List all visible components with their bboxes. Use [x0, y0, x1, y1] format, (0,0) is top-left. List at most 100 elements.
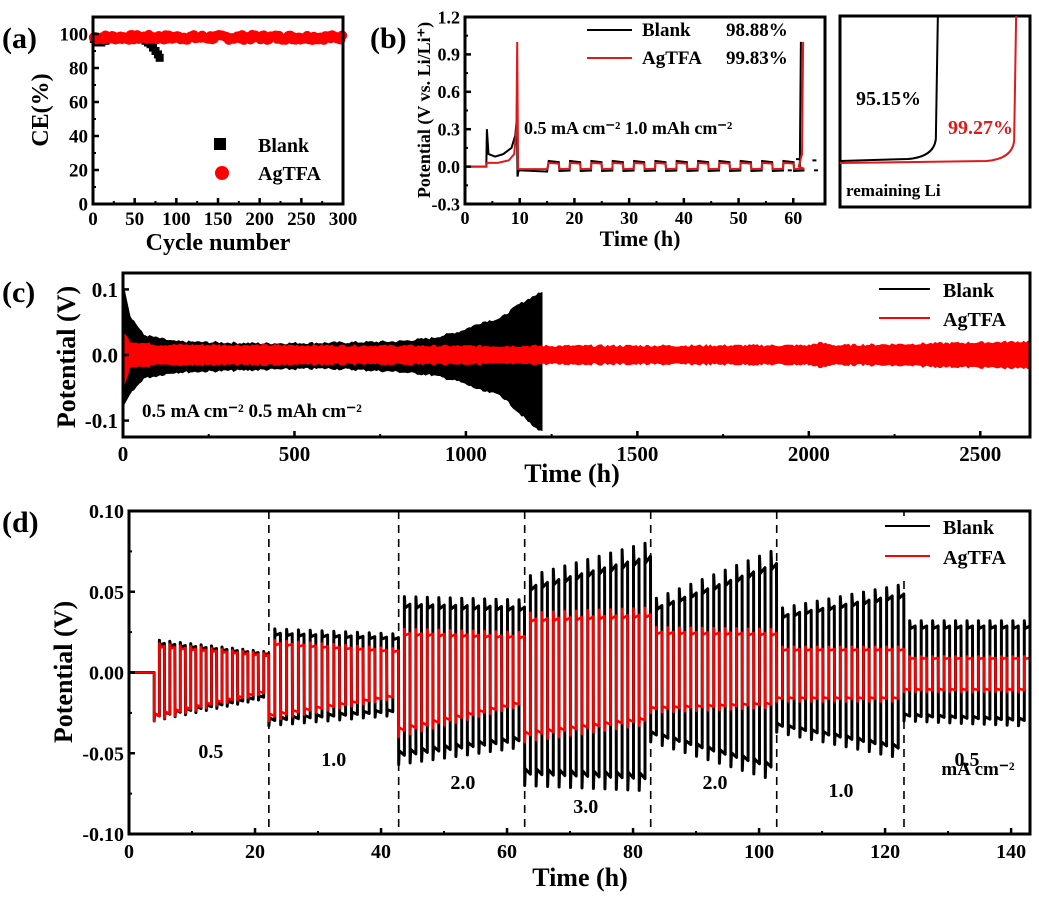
- legend-label-blank: Blank: [943, 517, 995, 539]
- y-tick-label: 1.2: [438, 7, 461, 27]
- x-tick-label: 0: [88, 209, 98, 230]
- panel-c-ticks: 0 500 1000 1500 2000 2500 -0.1 0.0 0.1: [85, 278, 1002, 466]
- panel-a-data: [88, 29, 348, 62]
- legend-label-agtfa: AgTFA: [943, 547, 1007, 569]
- legend-marker-agtfa-circle: [215, 166, 229, 180]
- y-tick-label: 0.1: [92, 278, 118, 302]
- panel-c-ylabel: Potential (V): [52, 286, 81, 428]
- panel-d-xlabel: Time (h): [532, 863, 628, 892]
- line-agtfa: [465, 41, 805, 171]
- line-agtfa: [129, 606, 1031, 744]
- y-tick-label: 0: [79, 195, 89, 216]
- x-tick-label: 150: [204, 209, 233, 230]
- x-tick-label: 50: [125, 209, 144, 230]
- legend-label-blank: Blank: [943, 280, 995, 302]
- x-tick-label: 0: [461, 208, 470, 228]
- y-tick-label: 20: [69, 161, 88, 182]
- segment-label: 3.0: [573, 796, 598, 818]
- legend-label-agtfa: AgTFA: [642, 48, 702, 69]
- legend-label-agtfa: AgTFA: [258, 163, 322, 185]
- band-agtfa: [122, 331, 1031, 388]
- segment-label: 1.0: [321, 749, 346, 771]
- panel-d-ticks: 0 20 40 60 80 100 120 140 -0.10 -0.05 0.00 0.05 0.10: [82, 501, 1026, 863]
- panel-d-unit-label: mA cm⁻²: [941, 759, 1015, 780]
- x-tick-label: 0: [118, 442, 129, 466]
- panel-a-ticks: 0 50 100 150 200 250 300 0 20 40 60 80 100: [60, 25, 358, 230]
- panel-d-data: [129, 511, 1031, 834]
- y-tick-label: 0.3: [438, 120, 461, 140]
- panel-b-xlabel: Time (h): [600, 226, 681, 251]
- legend-marker-blank-square: [214, 138, 226, 150]
- segment-label: 1.0: [828, 780, 853, 802]
- panel-c-annotation: 0.5 mA cm⁻² 0.5 mAh cm⁻²: [142, 401, 362, 422]
- y-tick-label: 40: [69, 127, 88, 148]
- panel-b-ylabel: Potential (V vs. Li/Li⁺): [414, 22, 435, 198]
- inset-line-blank: [839, 15, 939, 162]
- segment-label: 2.0: [450, 772, 475, 794]
- line-blank: [129, 541, 1031, 792]
- line-blank: [465, 41, 805, 177]
- inset-annotation-blank: 95.15%: [856, 88, 921, 110]
- panel-c: 0 500 1000 1500 2000 2500-0.10.00.1 Time (h) …: [52, 271, 1032, 488]
- x-tick-label: 100: [162, 209, 191, 230]
- y-tick-label: 0.00: [89, 663, 124, 685]
- segment-label: 2.0: [702, 772, 727, 794]
- panel-d-segment-labels: 0.5 1.0 2.0 3.0 2.0 1.0 0.5: [198, 741, 979, 818]
- x-tick-label: 10: [511, 208, 529, 228]
- blank-point: [155, 53, 164, 62]
- panel-label-d: (d): [2, 506, 39, 539]
- panel-b-frame: [463, 15, 827, 206]
- inset-line-agtfa: [839, 15, 1018, 164]
- x-tick-label: 0: [124, 841, 134, 863]
- legend-label-blank: Blank: [642, 20, 691, 41]
- x-tick-label: 140: [996, 841, 1026, 863]
- y-tick-label: 80: [69, 59, 88, 80]
- panel-b-annotation: 0.5 mA cm⁻² 1.0 mAh cm⁻²: [524, 118, 732, 138]
- x-tick-label: 1000: [445, 442, 487, 466]
- x-tick-label: 2000: [788, 442, 830, 466]
- y-tick-label: 0.0: [438, 157, 461, 177]
- x-tick-label: 50: [730, 208, 748, 228]
- panel-b-inset: 95.15% 99.27% remaining Li: [838, 14, 1032, 209]
- y-tick-label: 60: [69, 93, 88, 114]
- panel-label-c: (c): [2, 276, 35, 309]
- x-tick-label: 20: [565, 208, 583, 228]
- x-tick-label: 60: [497, 841, 517, 863]
- y-tick-label: 0.0: [92, 343, 118, 367]
- x-tick-label: 60: [784, 208, 802, 228]
- x-tick-label: 500: [279, 442, 311, 466]
- segment-label: 0.5: [954, 749, 979, 771]
- x-tick-label: 250: [287, 209, 316, 230]
- y-tick-label: -0.3: [432, 194, 461, 214]
- legend-value-agtfa: 99.83%: [726, 48, 788, 69]
- inset-annotation-agtfa: 99.27%: [948, 117, 1013, 139]
- x-tick-label: 2500: [959, 442, 1001, 466]
- x-tick-label: 40: [675, 208, 693, 228]
- panel-a-ylabel: CE(%): [28, 73, 54, 146]
- x-tick-label: 20: [245, 841, 265, 863]
- x-tick-label: 100: [744, 841, 774, 863]
- y-tick-label: 0.05: [89, 582, 124, 604]
- legend-label-agtfa: AgTFA: [943, 309, 1007, 331]
- panel-d: 0 20 40 60 80 100 120 140 -0.10 -0.05 0.00 0.05 0.10…: [49, 501, 1032, 892]
- x-tick-label: 30: [620, 208, 638, 228]
- panel-b-ticks: 0 10 20 30 40 50 60 -0.3 0.0 0.3 0.6 0.9 1.2: [432, 7, 803, 228]
- legend-label-blank: Blank: [258, 135, 310, 157]
- y-tick-label: 100: [60, 25, 89, 46]
- x-tick-label: 80: [623, 841, 643, 863]
- panel-label-b: (b): [370, 22, 407, 55]
- panel-label-a: (a): [2, 22, 37, 55]
- y-tick-label: -0.05: [82, 743, 124, 765]
- y-tick-label: -0.1: [85, 409, 118, 433]
- panel-a-xlabel: Cycle number: [146, 230, 291, 256]
- panel-b: 0 10 20 30 40 50 60 -0.3 0.0 0.3 0.6 0.9 1.2 Time (h…: [414, 7, 827, 251]
- x-tick-label: 1500: [616, 442, 658, 466]
- x-tick-label: 120: [870, 841, 900, 863]
- x-tick-label: 200: [245, 209, 274, 230]
- x-tick-label: 300: [329, 209, 358, 230]
- panel-b-data: [465, 41, 819, 177]
- panel-d-ylabel: Potential (V): [49, 601, 78, 743]
- y-tick-label: 0.10: [89, 501, 124, 523]
- inset-frame: [838, 14, 1032, 209]
